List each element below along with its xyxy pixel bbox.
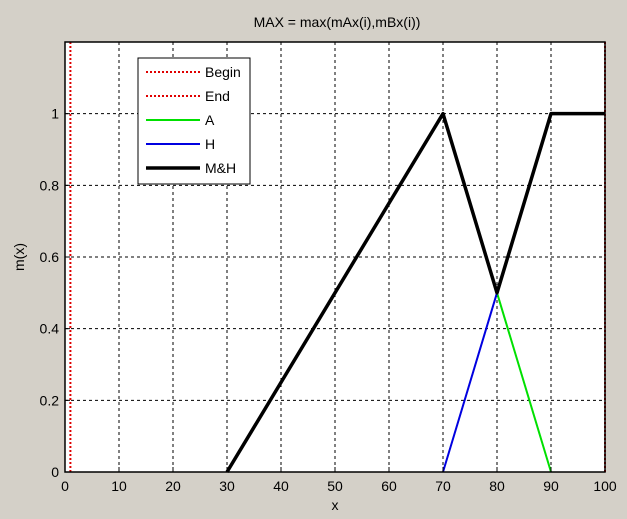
y-tick-label: 0 [51, 464, 59, 480]
x-axis-label: x [332, 497, 339, 513]
ticks: 0 10 20 30 40 50 60 70 80 90 100 0 0.2 0.4 0.6 0.8 1 [40, 106, 617, 494]
y-tick-label: 0.8 [40, 177, 60, 193]
grid [65, 42, 605, 472]
legend-label-a: A [205, 112, 215, 128]
x-tick-label: 40 [273, 478, 289, 494]
legend: Begin End AH M&H [137, 57, 251, 185]
legend-label-end: End [205, 88, 230, 104]
y-axis-label: m(x) [11, 243, 27, 271]
series-line-a [496, 292, 552, 473]
y-tick-label: 0.2 [40, 392, 60, 408]
x-tick-label: 70 [435, 478, 451, 494]
x-tick-label: 60 [381, 478, 397, 494]
series-line-m-h [225, 111, 605, 473]
series-line-h [442, 292, 498, 473]
y-tick-label: 0.4 [40, 321, 60, 337]
x-tick-label: 100 [593, 478, 617, 494]
x-tick-label: 10 [111, 478, 127, 494]
x-tick-label: 90 [543, 478, 559, 494]
y-tick-label: 0.6 [40, 249, 60, 265]
chart-title: MAX = max(mAx(i),mBx(i)) [254, 14, 421, 30]
x-tick-label: 20 [165, 478, 181, 494]
series-layer [69, 42, 606, 473]
legend-label-m-h: M&H [205, 160, 236, 176]
x-tick-label: 50 [327, 478, 343, 494]
x-tick-label: 80 [489, 478, 505, 494]
y-tick-label: 1 [51, 106, 59, 122]
x-tick-label: 0 [61, 478, 69, 494]
x-tick-label: 30 [219, 478, 235, 494]
legend-label-begin: Begin [205, 64, 241, 80]
legend-label-h: H [205, 136, 215, 152]
